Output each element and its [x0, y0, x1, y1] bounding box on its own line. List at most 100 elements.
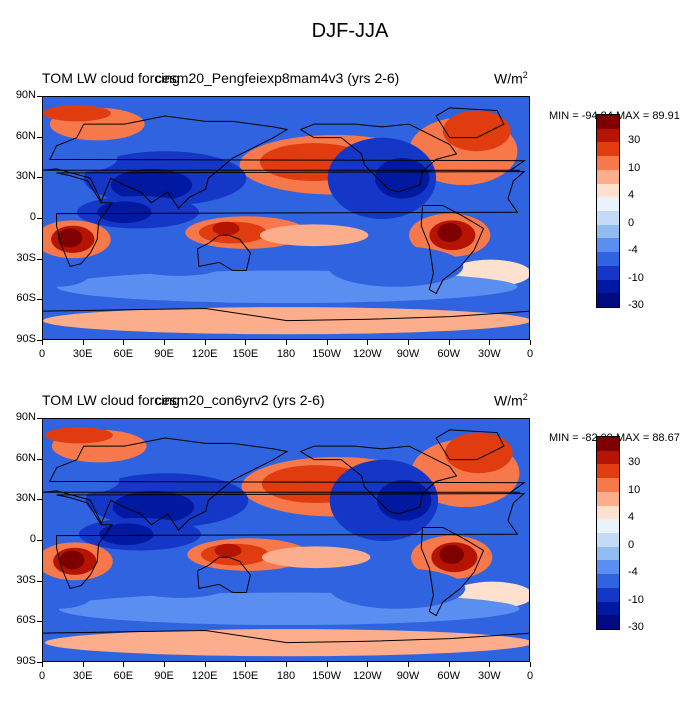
- lon-tick-label: 90E: [154, 348, 174, 360]
- coastline: [435, 107, 505, 139]
- colorbar-cell: [597, 464, 619, 479]
- colorbar-cell: [597, 293, 619, 308]
- colorbar-cell: [597, 546, 619, 561]
- contour-region: [59, 550, 85, 570]
- lon-tick-label: 0: [526, 670, 534, 682]
- figure-title: DJF-JJA: [311, 20, 389, 42]
- contour-region: [112, 490, 195, 524]
- lat-tick: [37, 177, 42, 179]
- panel-units-sup: 2: [522, 70, 528, 80]
- lon-tick: [204, 662, 206, 667]
- map-field-svg: [43, 97, 529, 339]
- contour-region: [45, 427, 113, 444]
- coastline: [300, 123, 458, 193]
- map-panel-1: TOM LW cloud forcing cesm20_Pengfeiexp8m…: [0, 70, 700, 392]
- lon-tick-label: 30W: [478, 670, 501, 682]
- colorbar-1: [596, 114, 620, 308]
- coastline: [435, 429, 505, 461]
- lon-tick: [123, 340, 125, 345]
- colorbar-label: -30: [628, 621, 644, 633]
- colorbar-cell: [597, 615, 619, 630]
- lon-tick-label: 120W: [352, 348, 382, 360]
- coastline: [197, 556, 251, 594]
- lon-tick-label: 60E: [113, 670, 134, 682]
- lat-tick-label: 60N: [15, 129, 36, 142]
- colorbar-cell: [597, 505, 619, 520]
- colorbar-cell: [597, 560, 619, 575]
- colorbar-cell: [597, 519, 619, 534]
- contour-region: [259, 224, 369, 247]
- lon-tick-label: 180: [276, 348, 296, 360]
- panel-field-label: TOM LW cloud forcing: [42, 392, 180, 408]
- lon-tick: [489, 662, 491, 667]
- lat-tick-label: 30S: [16, 251, 36, 264]
- lat-tick-label: 90S: [16, 655, 36, 667]
- lat-tick: [37, 258, 42, 260]
- lon-tick-label: 60W: [437, 670, 460, 682]
- colorbar-cell: [597, 533, 619, 548]
- lon-tick-label: 0: [38, 348, 46, 360]
- lat-tick: [37, 580, 42, 582]
- contour-region: [444, 432, 513, 474]
- panel-years: (yrs 2-6): [272, 392, 325, 408]
- contour-region: [439, 545, 464, 565]
- colorbar-cell: [597, 279, 619, 294]
- lon-tick: [42, 662, 43, 667]
- colorbar-label: 0: [628, 216, 635, 229]
- lon-tick-label: 30E: [72, 348, 93, 360]
- coastline: [300, 445, 458, 515]
- lon-tick: [286, 340, 287, 345]
- panel-units-text: W/m: [494, 70, 523, 87]
- colorbar-label: -10: [628, 271, 644, 284]
- lon-tick: [82, 340, 84, 345]
- lon-tick-label: 0: [38, 670, 46, 682]
- colorbar-cell: [597, 197, 619, 212]
- colorbar-label: 0: [628, 538, 635, 551]
- contour-region: [261, 546, 371, 569]
- lon-tick-label: 60W: [437, 348, 460, 360]
- lon-tick: [448, 340, 450, 345]
- lon-tick-label: 120E: [191, 348, 218, 360]
- colorbar-cell: [597, 437, 619, 452]
- lat-tick: [37, 218, 42, 219]
- contour-region: [126, 565, 235, 598]
- lon-tick: [489, 340, 491, 345]
- contour-region: [110, 168, 193, 202]
- contour-region: [57, 228, 83, 248]
- contour-region: [97, 201, 152, 224]
- colorbar-cell: [597, 587, 619, 603]
- coastline: [420, 526, 485, 617]
- colorbar-cell: [597, 115, 619, 130]
- lat-tick-label: 30N: [15, 492, 36, 505]
- panel-units: W/m2: [494, 70, 528, 87]
- lat-tick-label: 0: [29, 533, 36, 545]
- lat-tick-label: 90S: [16, 333, 36, 345]
- colorbar-label: -10: [628, 593, 644, 606]
- lon-tick: [408, 662, 409, 667]
- contour-region: [212, 221, 240, 236]
- lat-tick-label: 60S: [16, 614, 36, 627]
- panel-case-name: cesm20_con6yrv2: [155, 392, 269, 408]
- lon-tick-label: 150E: [232, 348, 259, 360]
- lon-tick: [245, 662, 247, 667]
- colorbar-label: -4: [628, 244, 638, 257]
- lat-tick: [37, 621, 42, 623]
- contour-region: [327, 246, 464, 287]
- lon-tick: [204, 340, 206, 345]
- lat-tick: [37, 136, 42, 138]
- lon-tick: [164, 662, 165, 667]
- coastline: [43, 307, 529, 322]
- colorbar-2: [596, 436, 620, 630]
- lon-tick-label: 30E: [72, 670, 93, 682]
- lat-tick-label: 90N: [15, 411, 36, 423]
- colorbar-label: 10: [628, 161, 641, 174]
- lon-tick: [245, 340, 247, 345]
- lon-tick: [326, 662, 328, 667]
- colorbar-cell: [597, 491, 619, 507]
- lon-tick-label: 60E: [113, 348, 134, 360]
- colorbar-cell: [597, 169, 619, 185]
- coastline: [56, 171, 526, 268]
- colorbar-cell: [597, 224, 619, 239]
- panel-field-label: TOM LW cloud forcing: [42, 70, 180, 86]
- lon-tick-label: 90E: [154, 670, 174, 682]
